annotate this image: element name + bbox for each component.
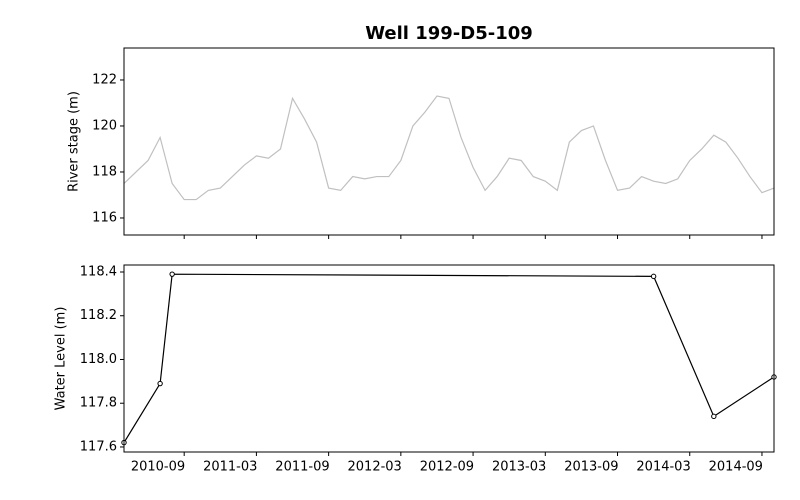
y-tick-label: 118.0 [80,352,117,367]
x-tick-label: 2011-09 [275,460,329,475]
data-line [123,273,775,443]
chart-title: Well 199-D5-109 [365,23,533,44]
data-line [123,95,775,201]
y-tick-label: 120 [92,118,117,133]
data-point [169,271,175,277]
x-tick-label: 2011-03 [203,460,257,475]
data-point [711,413,717,420]
x-tick-label: 2013-03 [492,460,546,475]
y-tick-label: 122 [92,72,117,87]
y-axis-label: River stage (m) [67,91,82,192]
y-tick-label: 118.2 [80,308,117,323]
y-tick-label: 117.6 [80,439,117,454]
x-tick-label: 2012-03 [348,460,402,475]
plot-frame [123,47,775,236]
y-axis-label: Water Level (m) [54,307,69,411]
y-tick-label: 116 [92,210,117,225]
data-point [157,380,163,387]
x-tick-label: 2010-09 [131,460,185,475]
x-tick-label: 2012-09 [420,460,474,475]
x-tick-label: 2014-09 [709,460,763,475]
plot-frame [123,264,775,453]
y-tick-label: 118.4 [80,264,117,279]
x-tick-label: 2013-09 [564,460,618,475]
y-tick-label: 118 [92,164,117,179]
x-tick-label: 2014-03 [636,460,690,475]
data-point [650,273,657,280]
y-tick-label: 117.8 [80,396,117,411]
